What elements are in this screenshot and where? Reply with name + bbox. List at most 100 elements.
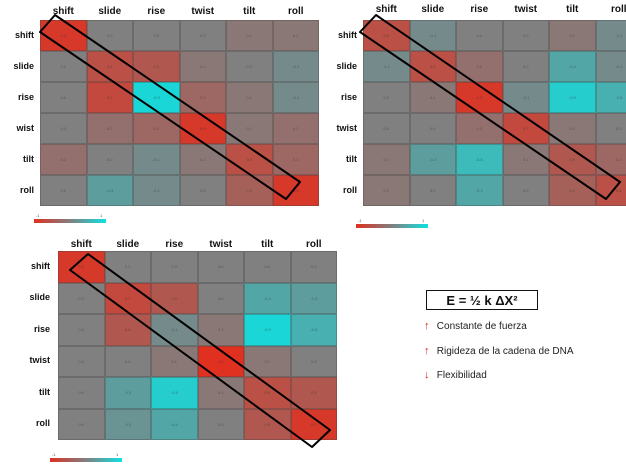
heatmap-cell: 0.0 bbox=[363, 113, 410, 144]
cell-value: -0.1 bbox=[522, 95, 530, 100]
cell-value: 0.9 bbox=[78, 264, 85, 270]
cell-value: -0.8 bbox=[170, 390, 178, 396]
heatmap-cell: 0.1 bbox=[409, 82, 456, 113]
heatmap-cell: 0.0 bbox=[197, 282, 244, 314]
cell-value: 0.0 bbox=[429, 126, 436, 131]
cell-value: 0.6 bbox=[383, 33, 390, 38]
cell-value: 0.1 bbox=[217, 327, 224, 333]
row-label-tilt: tilt bbox=[39, 386, 50, 397]
heatmap-cell: 0.0 bbox=[40, 82, 87, 113]
scale-min-label: -1 bbox=[52, 452, 56, 457]
heatmap-cell: -0.3 bbox=[409, 144, 456, 175]
column-label-twist: twist bbox=[209, 239, 233, 250]
cell-value: -0.1 bbox=[615, 64, 623, 69]
cell-value: -0.3 bbox=[124, 390, 132, 396]
heatmap-cell: 0.2 bbox=[40, 144, 87, 175]
cell-value: -0.1 bbox=[615, 33, 623, 38]
heatmap-cell: -0.2 bbox=[104, 408, 151, 440]
cell-value: 0.0 bbox=[106, 157, 113, 162]
up-arrow-icon: ↑ bbox=[424, 320, 430, 332]
cell-value: 0.0 bbox=[199, 188, 206, 193]
color-scale-bar bbox=[34, 219, 106, 223]
heatmap-cell: -0.4 bbox=[244, 282, 291, 314]
cell-value: 0.1 bbox=[569, 33, 576, 38]
cell-value: 0.0 bbox=[171, 264, 178, 270]
heatmap-cell: -0.3 bbox=[104, 377, 151, 409]
cell-value: 0.0 bbox=[78, 358, 85, 364]
heatmap-cell: 0.0 bbox=[363, 82, 410, 113]
cell-value: 0.1 bbox=[383, 188, 390, 193]
cell-value: -0.5 bbox=[310, 327, 318, 333]
scale-max-label: 1 bbox=[100, 213, 103, 218]
cell-value: 0.0 bbox=[124, 264, 131, 270]
heatmap-cell: 0.5 bbox=[290, 377, 337, 409]
column-label-slide: slide bbox=[421, 4, 445, 15]
cell-value: -0.1 bbox=[152, 188, 160, 193]
cell-value: 0.2 bbox=[60, 157, 67, 162]
cell-value: 0.0 bbox=[522, 33, 529, 38]
heatmap-cell: -0.4 bbox=[549, 51, 596, 82]
cell-value: 0.0 bbox=[60, 188, 67, 193]
scale-min-label: -1 bbox=[358, 218, 362, 223]
cell-value: 0.0 bbox=[615, 126, 622, 131]
cell-value: 0.1 bbox=[429, 95, 436, 100]
heatmap-cell: -0.9 bbox=[133, 82, 180, 113]
heatmap-cell: 0.0 bbox=[409, 113, 456, 144]
cell-value: 0.9 bbox=[60, 33, 67, 38]
cell-value: 0.0 bbox=[78, 390, 85, 396]
cell-value: 0.2 bbox=[476, 126, 483, 131]
heatmap-cell: 0.6 bbox=[595, 175, 626, 206]
cell-value: 0.0 bbox=[60, 64, 67, 69]
heatmap-cell: 0.0 bbox=[290, 345, 337, 377]
cell-value: 0.3 bbox=[292, 157, 299, 162]
up-arrow-icon: ↑ bbox=[424, 345, 430, 357]
heatmap-cell: 0.1 bbox=[244, 345, 291, 377]
heatmap-cell: 0.0 bbox=[40, 113, 87, 144]
cell-value: 0.1 bbox=[522, 157, 529, 162]
column-label-twist: twist bbox=[191, 6, 215, 17]
color-scale-bar bbox=[356, 224, 428, 228]
heatmap-cell: -0.4 bbox=[456, 175, 503, 206]
heatmap-cell: 0.2 bbox=[272, 113, 319, 144]
scale-min-label: -1 bbox=[36, 213, 40, 218]
column-label-tilt: tilt bbox=[261, 239, 274, 250]
heatmap-cell: 0.0 bbox=[58, 377, 105, 409]
heatmap-cell: -0.9 bbox=[244, 314, 291, 346]
legend-item-force-constant: ↑ Constante de fuerza bbox=[424, 320, 527, 332]
cell-value: 0.0 bbox=[310, 264, 317, 270]
cell-value: 0.6 bbox=[615, 188, 622, 193]
heatmap-cell: 0.1 bbox=[549, 20, 596, 51]
scale-max-label: 1 bbox=[422, 218, 425, 223]
heatmap-cell: 0.1 bbox=[272, 20, 319, 51]
heatmap-cell: 0.3 bbox=[272, 144, 319, 175]
heatmap-cell: 0.0 bbox=[40, 175, 87, 206]
heatmap-cell: 0.0 bbox=[502, 51, 549, 82]
heatmap-cell: 0.1 bbox=[363, 175, 410, 206]
heatmap-cell: 0.0 bbox=[58, 345, 105, 377]
cell-value: 0.1 bbox=[171, 358, 178, 364]
cell-value: 0.1 bbox=[264, 358, 271, 364]
heatmap-cell: -0.6 bbox=[456, 144, 503, 175]
cell-value: -0.3 bbox=[310, 295, 318, 301]
cell-value: -0.1 bbox=[292, 64, 300, 69]
heatmap-cell: 0.1 bbox=[226, 20, 273, 51]
heatmap-cell: -0.1 bbox=[409, 20, 456, 51]
row-label-rise: rise bbox=[17, 91, 34, 102]
heatmap-cell: 0.0 bbox=[502, 20, 549, 51]
heatmap-cell: 0.0 bbox=[197, 251, 244, 283]
cell-value: 0.5 bbox=[264, 421, 271, 427]
heatmap-cell: 0.4 bbox=[226, 175, 273, 206]
legend-label: Rigideza de la cadena de DNA bbox=[436, 346, 574, 357]
cell-value: 0.2 bbox=[106, 126, 113, 131]
heatmap-cell: 0.1 bbox=[197, 377, 244, 409]
cell-value: -0.6 bbox=[475, 157, 483, 162]
cell-value: 0.1 bbox=[292, 33, 299, 38]
row-label-shift: shift bbox=[15, 29, 34, 40]
cell-value: 0.6 bbox=[106, 64, 113, 69]
legend-item-dna-rigidity: ↑ Rigideza de la cadena de DNA bbox=[424, 345, 574, 357]
row-label-wist: wist bbox=[16, 122, 34, 133]
cell-value: 0.0 bbox=[264, 264, 271, 270]
heatmap-cell: 0.0 bbox=[197, 408, 244, 440]
cell-value: 0.0 bbox=[153, 33, 160, 38]
heatmap-cell: 0.2 bbox=[86, 113, 133, 144]
